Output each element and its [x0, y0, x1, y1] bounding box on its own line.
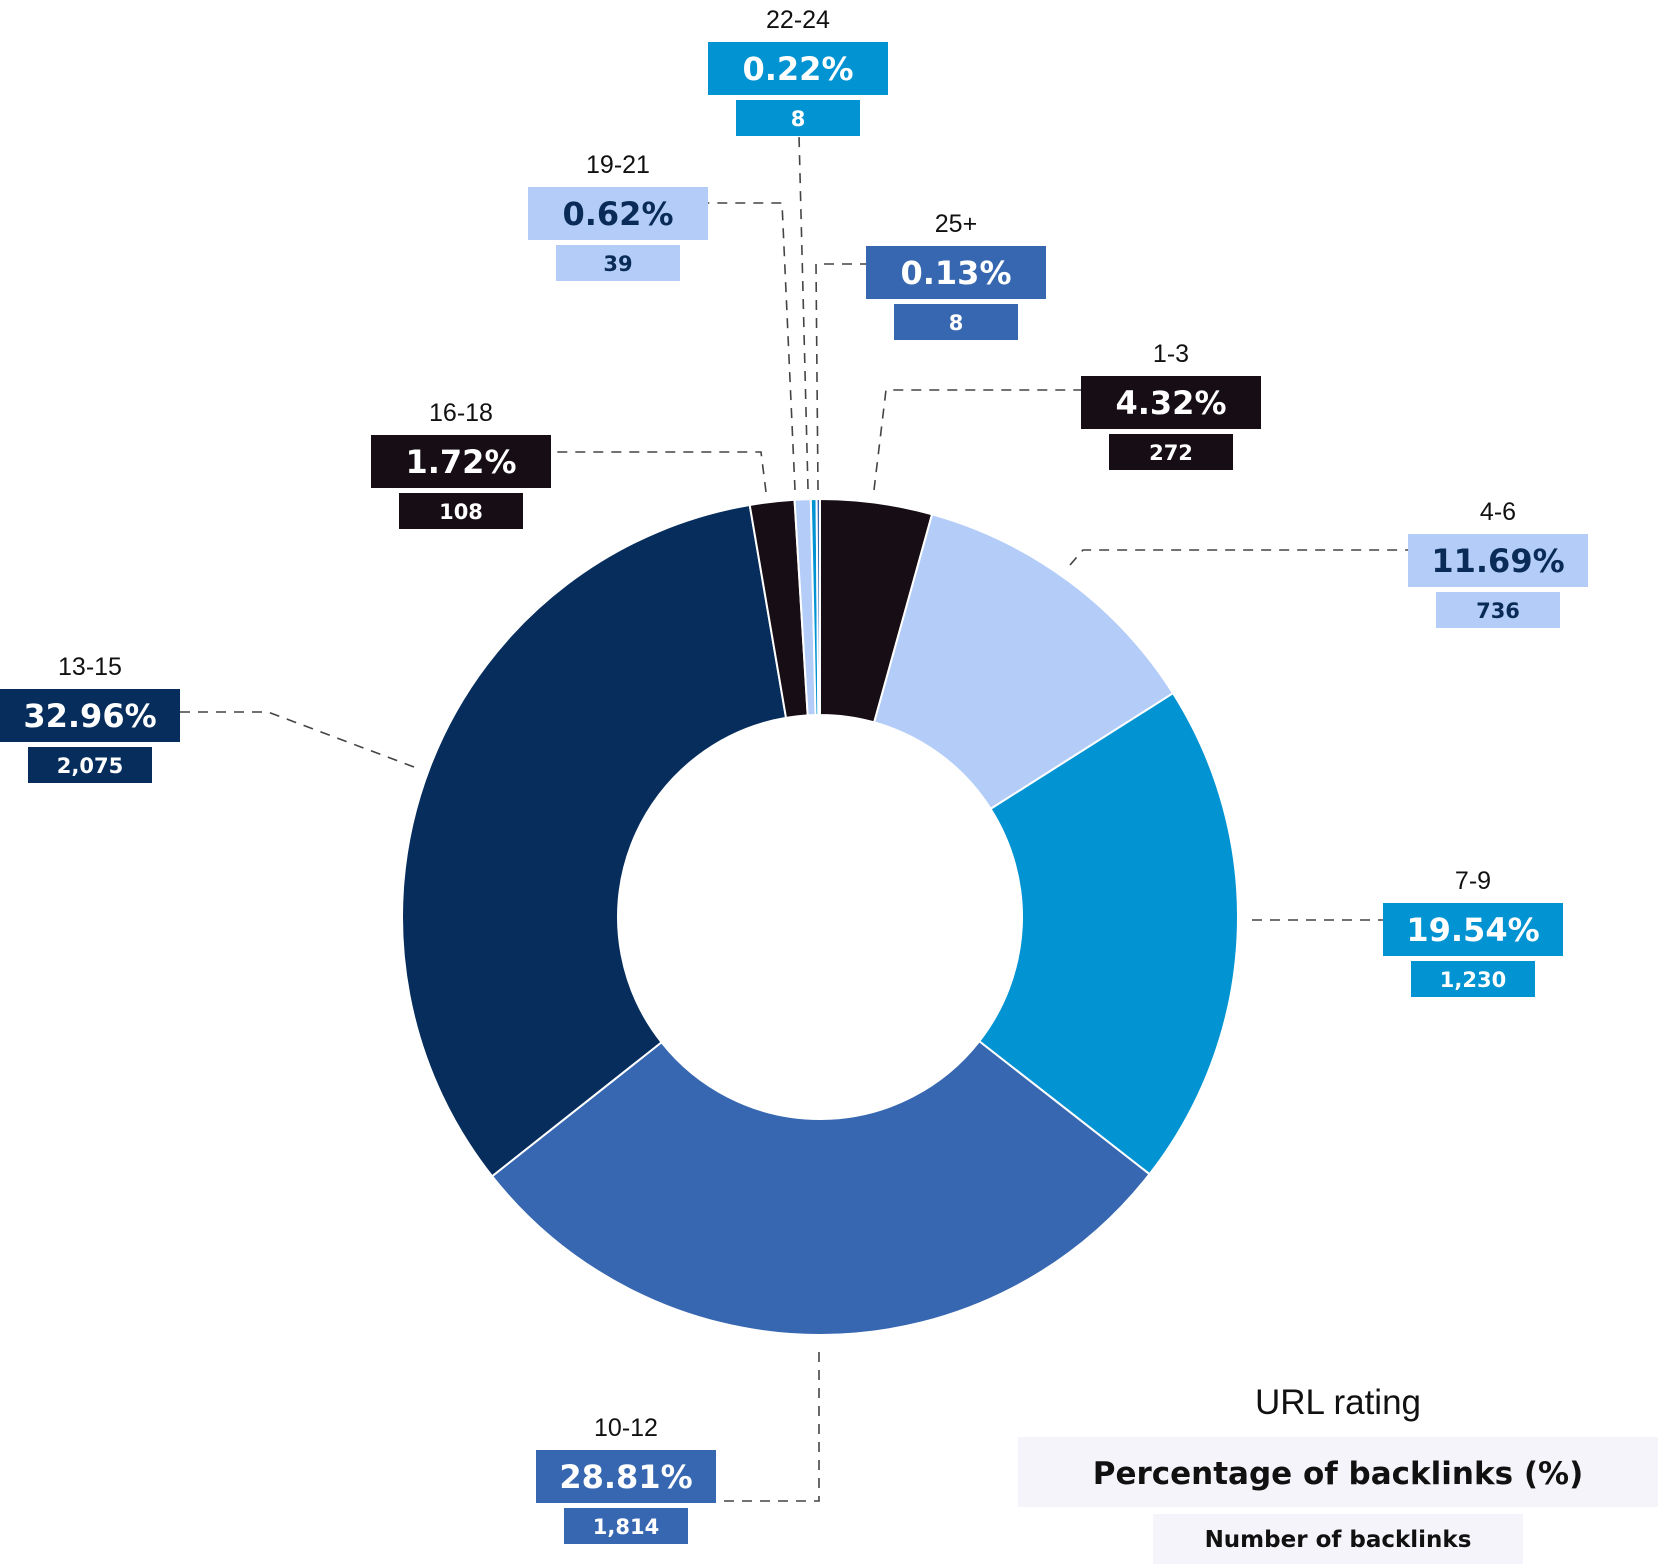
- count-label: 1,230: [1440, 968, 1506, 992]
- slice-4-6: [872, 513, 1175, 811]
- slice-10-12: [490, 1039, 1151, 1336]
- percent-label: 32.96%: [23, 697, 156, 735]
- percent-box: [1081, 376, 1261, 429]
- count-box: [564, 1508, 688, 1544]
- category-label: 10-12: [594, 1414, 658, 1442]
- legend: URL rating Percentage of backlinks (%) N…: [1018, 1383, 1658, 1564]
- leader-line-13-15: [180, 711, 415, 768]
- leader-line-16-18: [551, 451, 767, 493]
- category-label: 13-15: [58, 653, 122, 681]
- count-label: 8: [791, 107, 806, 131]
- count-label: 272: [1149, 441, 1193, 465]
- count-box: [556, 245, 680, 281]
- slice-label-13-15: 13-15 32.96% 2,075: [0, 653, 180, 783]
- percent-label: 11.69%: [1431, 542, 1564, 580]
- count-label: 39: [603, 252, 632, 276]
- leader-line-19-21: [708, 202, 796, 491]
- legend-percentage-box: [1018, 1437, 1658, 1507]
- count-box: [399, 493, 523, 529]
- percent-box: [866, 246, 1046, 299]
- slice-label-10-12: 10-12 28.81% 1,814: [536, 1414, 716, 1544]
- category-label: 25+: [935, 210, 977, 238]
- percent-label: 28.81%: [559, 1458, 692, 1496]
- percent-box: [1408, 534, 1588, 587]
- count-label: 8: [949, 311, 964, 335]
- leader-line-4-6: [1069, 549, 1408, 566]
- percent-label: 0.13%: [900, 254, 1011, 292]
- count-label: 1,814: [593, 1515, 659, 1539]
- percent-label: 0.62%: [562, 195, 673, 233]
- category-label: 22-24: [766, 6, 830, 34]
- slice-labels: 1-3 4.32% 272 4-6 11.69% 736 7-9 19.54% 1,230 10-…: [0, 6, 1588, 1544]
- count-box: [1411, 961, 1535, 997]
- category-label: 19-21: [586, 151, 650, 179]
- category-label: 4-6: [1480, 498, 1516, 526]
- slice-7-9: [977, 691, 1239, 1176]
- slice-label-1-3: 1-3 4.32% 272: [1081, 340, 1261, 470]
- percent-box: [528, 187, 708, 240]
- percent-box: [371, 435, 551, 488]
- slice-label-7-9: 7-9 19.54% 1,230: [1383, 867, 1563, 997]
- percent-box: [1383, 903, 1563, 956]
- category-label: 1-3: [1153, 340, 1189, 368]
- count-label: 108: [439, 500, 483, 524]
- percent-label: 1.72%: [405, 443, 516, 481]
- leader-line-22-24: [798, 134, 809, 490]
- donut-slices: [401, 497, 1239, 1336]
- legend-percentage-label: Percentage of backlinks (%): [1093, 1456, 1584, 1492]
- count-box: [894, 304, 1018, 340]
- legend-count-box: [1153, 1514, 1523, 1564]
- slice-label-22-24: 22-24 0.22% 8: [708, 6, 888, 136]
- category-label: 7-9: [1455, 867, 1491, 895]
- percent-label: 0.22%: [742, 50, 853, 88]
- slice-label-25-plus: 25+ 0.13% 8: [866, 210, 1046, 340]
- category-label: 16-18: [429, 399, 493, 427]
- count-box: [1109, 434, 1233, 470]
- leader-line-10-12: [716, 1352, 820, 1502]
- slice-label-4-6: 4-6 11.69% 736: [1408, 498, 1588, 628]
- percent-box: [708, 42, 888, 95]
- count-box: [736, 100, 860, 136]
- percent-box: [0, 689, 180, 742]
- leader-line-25-plus: [815, 263, 866, 491]
- legend-title: URL rating: [1255, 1383, 1421, 1422]
- percent-label: 4.32%: [1115, 384, 1226, 422]
- slice-label-19-21: 19-21 0.62% 39: [528, 151, 708, 281]
- leader-line-1-3: [873, 389, 1082, 491]
- slice-13-15: [401, 503, 788, 1178]
- percent-box: [536, 1450, 716, 1503]
- legend-count-label: Number of backlinks: [1205, 1527, 1472, 1553]
- percent-label: 19.54%: [1406, 911, 1539, 949]
- slice-25-plus: [815, 497, 821, 717]
- count-label: 2,075: [57, 754, 123, 778]
- count-box: [1436, 592, 1560, 628]
- count-label: 736: [1476, 599, 1520, 623]
- count-box: [28, 747, 152, 783]
- leader-lines: [180, 134, 1408, 1502]
- slice-label-16-18: 16-18 1.72% 108: [371, 399, 551, 529]
